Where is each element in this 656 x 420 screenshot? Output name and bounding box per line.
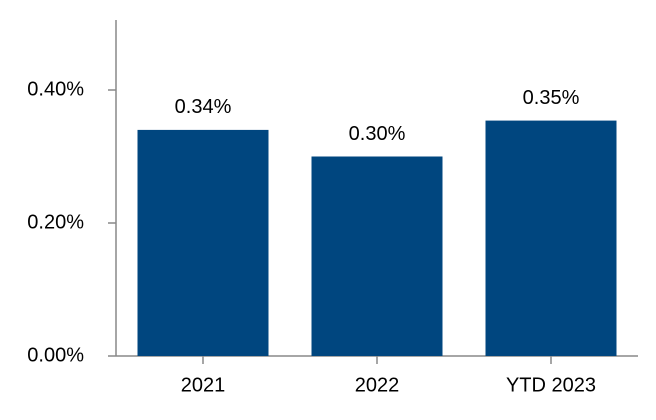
x-tick-label: 2022	[355, 374, 400, 396]
y-tick-label: 0.00%	[27, 344, 84, 366]
y-tick-label: 0.20%	[27, 211, 84, 233]
x-tick-label: 2021	[181, 374, 226, 396]
y-tick-label: 0.40%	[27, 78, 84, 100]
value-label: 0.35%	[523, 87, 580, 109]
bar	[137, 129, 269, 356]
value-label: 0.34%	[175, 96, 232, 118]
x-tick-label: YTD 2023	[506, 374, 596, 396]
bar	[485, 120, 617, 356]
bar	[311, 156, 443, 356]
value-label: 0.30%	[349, 123, 406, 145]
